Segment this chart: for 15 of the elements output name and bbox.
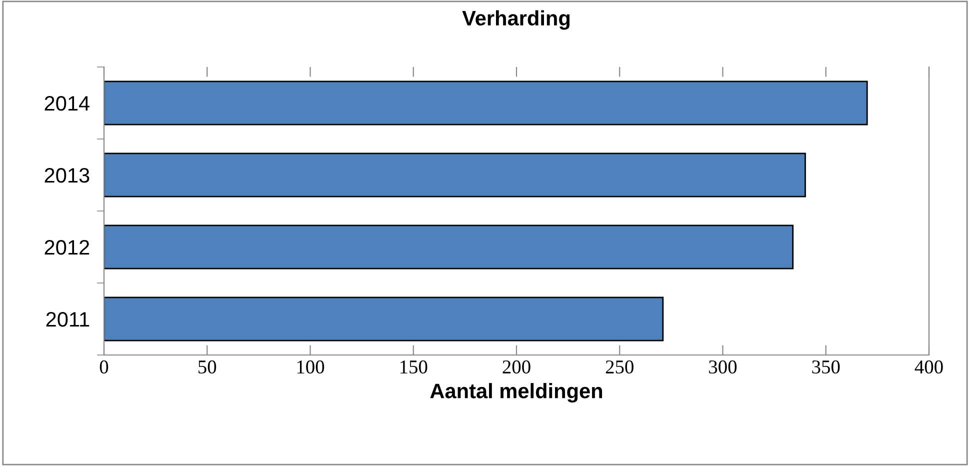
x-tick-label: 250 <box>606 360 634 374</box>
x-tick-label: 350 <box>812 360 840 374</box>
x-tick-label: 400 <box>914 360 943 374</box>
y-tick-label: 2012 <box>44 240 90 255</box>
x-tick-label: 100 <box>297 360 324 374</box>
x-tick-label: 50 <box>198 360 216 374</box>
y-tick-label: 2013 <box>44 168 90 183</box>
y-tick-label: 2011 <box>46 312 90 327</box>
x-tick-label: 150 <box>400 360 428 374</box>
y-tick-label: 2014 <box>44 96 90 111</box>
x-tick-label: 200 <box>502 360 530 374</box>
x-axis-title: Aantal meldingen <box>430 383 602 403</box>
x-tick-label: 0 <box>100 360 108 374</box>
chart-title: Verharding <box>462 10 570 30</box>
x-tick-label: 300 <box>709 360 737 374</box>
